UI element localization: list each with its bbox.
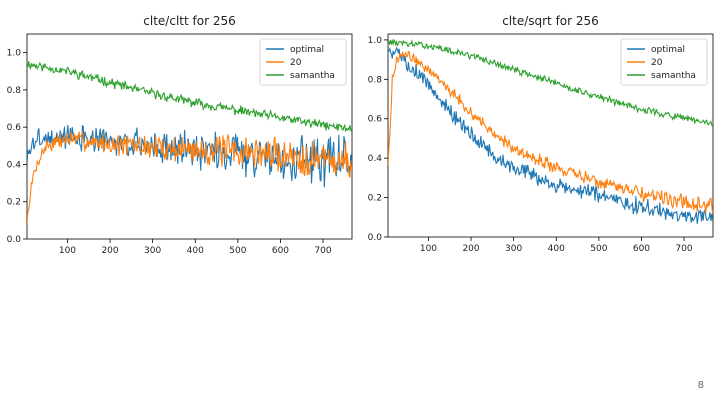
legend-box: [620, 38, 708, 86]
x-tick-label: 600: [633, 244, 650, 254]
x-tick-label: 500: [590, 244, 607, 254]
x-tick-label: 500: [229, 246, 246, 256]
series-line-samantha: [388, 38, 713, 127]
x-tick-label: 100: [59, 246, 76, 256]
y-tick-label: 1.0: [7, 49, 22, 59]
x-tick-label: 600: [272, 246, 289, 256]
chart-title: clte/cltt for 256: [143, 14, 235, 28]
y-tick-label: 0.4: [7, 160, 22, 170]
chart-clte-sqrt: clte/sqrt for 256 100 200 300 400 500 600 700 0…: [368, 14, 714, 254]
y-tick-label: 0.4: [368, 154, 383, 164]
series-line-20: [27, 131, 352, 225]
page-number: 8: [697, 380, 704, 391]
y-tick-label: 0.2: [368, 194, 382, 204]
legend-label: 20: [290, 58, 302, 68]
series-line-samantha: [27, 61, 352, 133]
x-tick-label: 400: [187, 246, 204, 256]
legend-label: optimal: [290, 45, 324, 55]
chart-clte-cltt: clte/cltt for 256 100 200 300 400 500 600 700 0…: [7, 14, 353, 256]
y-tick-label: 0.0: [368, 233, 383, 243]
y-tick-label: 0.8: [7, 86, 22, 96]
series-line-optimal: [388, 46, 713, 224]
x-tick-label: 700: [675, 244, 692, 254]
y-tick-label: 1.0: [368, 36, 383, 46]
chart-title: clte/sqrt for 256: [502, 14, 599, 28]
y-tick-label: 0.8: [368, 75, 383, 85]
series-line-20: [388, 50, 713, 214]
legend-label: 20: [651, 58, 663, 68]
x-tick-label: 700: [314, 246, 331, 256]
legend-label: samantha: [290, 71, 335, 81]
legend-label: samantha: [651, 71, 696, 81]
x-tick-label: 200: [101, 246, 118, 256]
legend-label: optimal: [651, 45, 685, 55]
y-tick-label: 0.6: [368, 115, 383, 125]
y-tick-label: 0.6: [7, 123, 22, 133]
x-tick-label: 100: [420, 244, 437, 254]
x-tick-label: 200: [462, 244, 479, 254]
x-tick-label: 400: [548, 244, 565, 254]
x-tick-label: 300: [144, 246, 161, 256]
y-tick-label: 0.0: [7, 235, 22, 245]
y-tick-label: 0.2: [7, 198, 21, 208]
legend-box: [259, 38, 347, 86]
x-tick-label: 300: [505, 244, 522, 254]
